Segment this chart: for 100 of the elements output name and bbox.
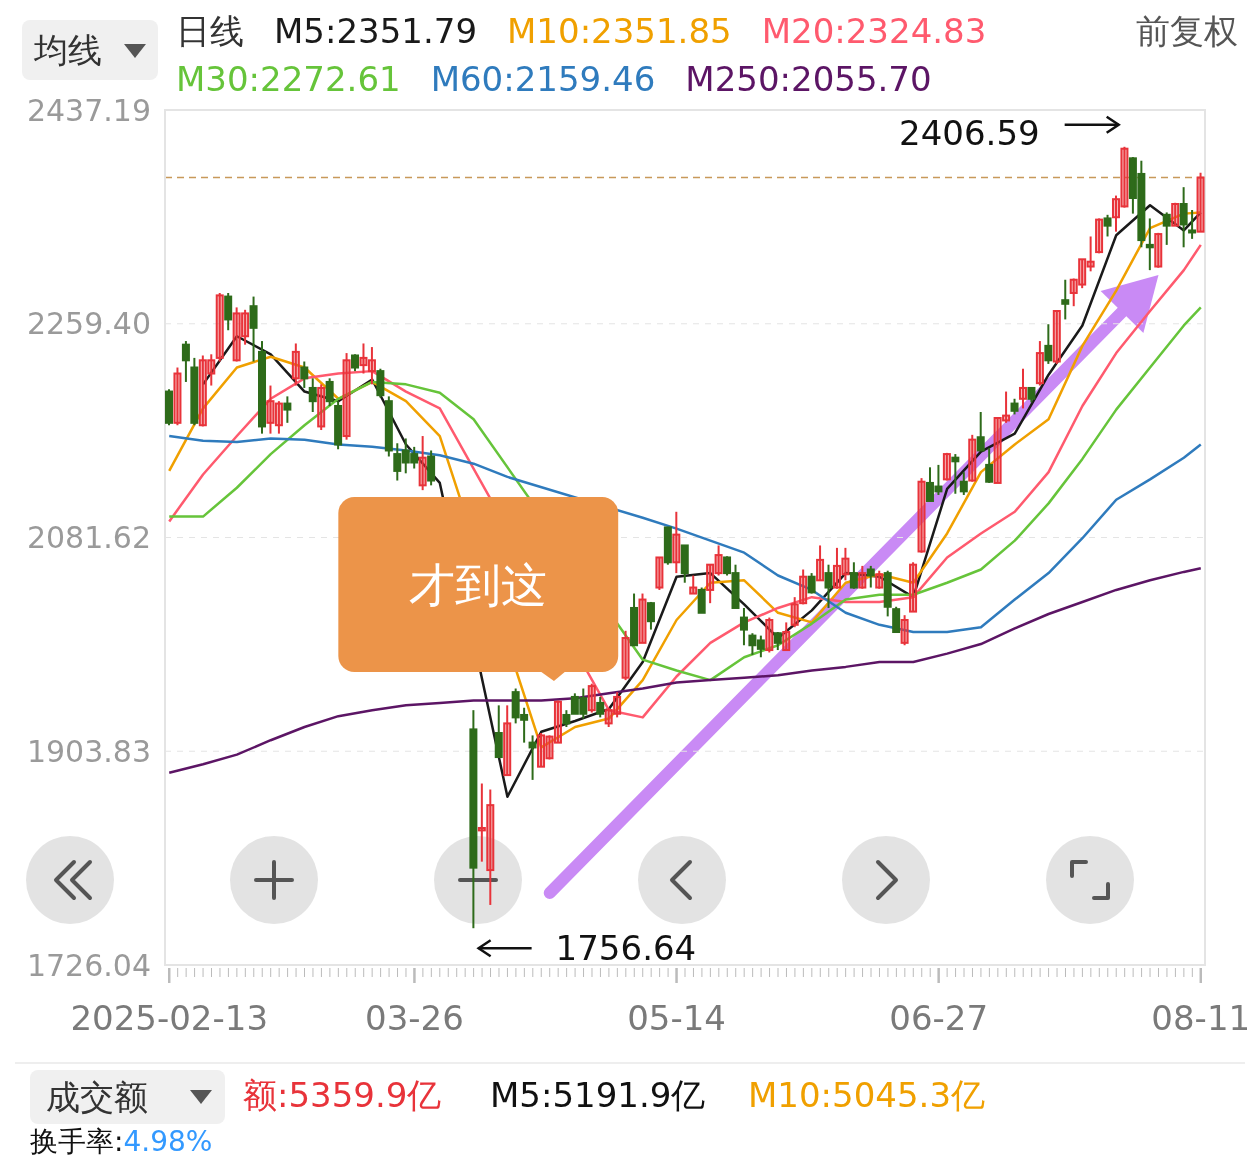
candlestick xyxy=(1018,367,1027,410)
candlestick xyxy=(553,699,562,744)
candlestick xyxy=(841,546,850,582)
candlestick xyxy=(596,695,605,719)
candlestick xyxy=(1154,231,1163,269)
candlestick xyxy=(418,435,427,492)
candlestick xyxy=(765,616,774,654)
candlestick xyxy=(291,342,300,387)
candlestick xyxy=(959,471,968,496)
text: M10:2351.85 xyxy=(507,10,732,53)
candlestick xyxy=(782,621,791,652)
candlestick xyxy=(714,544,723,577)
candlestick xyxy=(1162,211,1171,246)
y-tick-label: 2437.19 xyxy=(26,92,151,128)
candlestick xyxy=(1188,209,1197,240)
candlestick xyxy=(224,291,233,332)
text: 额:5359.9亿 xyxy=(243,1074,442,1117)
candlestick xyxy=(587,682,596,714)
candlestick xyxy=(232,306,241,363)
candlestick xyxy=(790,596,799,629)
text: M30:2272.61 xyxy=(176,58,401,101)
candlestick xyxy=(274,400,283,435)
candlestick xyxy=(528,734,537,781)
candlestick xyxy=(968,433,977,483)
candlestick xyxy=(537,732,546,768)
candlestick xyxy=(545,734,554,761)
text: 换手率:4.98% xyxy=(30,1125,213,1159)
candlestick xyxy=(672,510,681,575)
annotation: 1756.64 xyxy=(555,928,697,969)
candlestick xyxy=(1052,310,1061,365)
candlestick xyxy=(849,561,858,590)
candlestick xyxy=(875,569,884,590)
text: 均线 xyxy=(34,29,102,72)
candlestick xyxy=(976,411,985,452)
candlestick xyxy=(621,629,630,682)
candlestick xyxy=(824,563,833,609)
x-tick-label: 05-14 xyxy=(627,998,726,1038)
annotation: 2406.59 xyxy=(899,112,1040,153)
candlestick xyxy=(993,417,1002,484)
candlestick xyxy=(773,631,782,652)
candlestick xyxy=(1145,217,1154,272)
candlestick xyxy=(215,291,224,363)
candlestick xyxy=(816,544,825,582)
candlestick xyxy=(173,366,182,427)
candlestick xyxy=(807,572,816,595)
text: M250:2055.70 xyxy=(685,58,932,101)
candlestick xyxy=(917,477,926,554)
candlestick xyxy=(1120,145,1129,209)
candlestick xyxy=(477,782,486,863)
text: M5:5191.9亿 xyxy=(490,1074,706,1117)
text: M60:2159.46 xyxy=(430,58,656,101)
candlestick xyxy=(249,295,258,363)
y-tick-label: 2081.62 xyxy=(26,520,151,556)
x-tick-label: 2025-02-13 xyxy=(70,998,269,1038)
candlestick xyxy=(198,354,207,428)
text: M10:5045.3亿 xyxy=(748,1074,986,1117)
candlestick xyxy=(689,574,698,595)
candlestick xyxy=(1035,340,1044,387)
candlestick xyxy=(181,340,190,383)
text: M5:2351.79 xyxy=(274,10,478,53)
candlestick xyxy=(706,563,715,605)
candlestick xyxy=(1111,194,1120,233)
candlestick xyxy=(283,395,292,424)
y-tick-label: 1903.83 xyxy=(26,733,151,769)
candlestick xyxy=(613,691,622,719)
candlestick xyxy=(300,360,309,389)
candlestick xyxy=(655,556,664,591)
candlestick xyxy=(317,383,326,432)
candlestick xyxy=(909,561,918,613)
candlestick xyxy=(1196,171,1205,233)
candlestick xyxy=(1095,217,1104,255)
candlestick xyxy=(739,606,748,647)
candlestick xyxy=(367,346,376,386)
candlestick xyxy=(638,592,647,644)
candlestick xyxy=(241,308,250,346)
candlestick xyxy=(799,568,808,606)
candlestick xyxy=(866,564,875,589)
text: M20:2324.83 xyxy=(761,10,987,53)
x-tick-label: 06-27 xyxy=(889,998,989,1038)
candlestick xyxy=(1171,201,1180,227)
candlestick xyxy=(486,788,495,906)
candlestick xyxy=(266,384,275,435)
text: 日线 xyxy=(176,10,244,53)
candlestick xyxy=(892,605,901,634)
candlestick xyxy=(832,546,841,590)
candlestick xyxy=(942,451,951,482)
candlestick xyxy=(1069,277,1078,308)
candlestick xyxy=(1002,390,1011,424)
candlestick xyxy=(359,342,368,375)
candlestick xyxy=(1078,258,1087,290)
candlestick xyxy=(1179,186,1188,249)
candlestick xyxy=(325,377,334,407)
candlestick xyxy=(900,614,909,647)
x-tick-label: 08-11 xyxy=(1151,998,1251,1038)
candlestick xyxy=(985,447,994,484)
candlestick xyxy=(858,564,867,590)
x-tick-label: 03-26 xyxy=(365,998,464,1038)
candlestick xyxy=(503,704,512,777)
candlestick xyxy=(342,352,351,441)
candlestick xyxy=(1061,278,1070,321)
